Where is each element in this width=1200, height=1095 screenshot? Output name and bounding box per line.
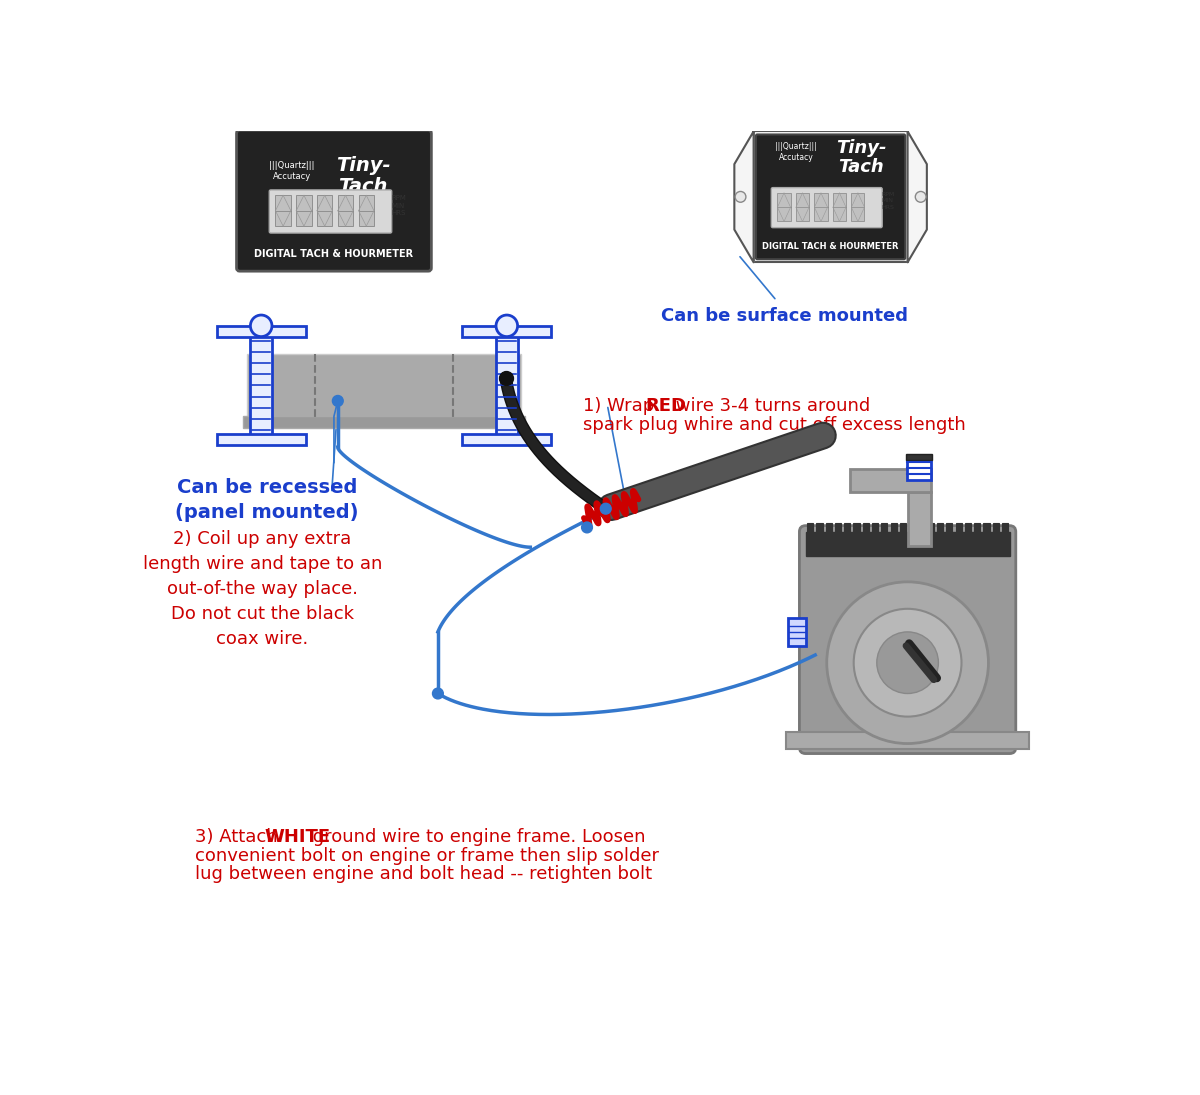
Polygon shape xyxy=(734,131,754,263)
Bar xyxy=(796,193,809,221)
Text: convenient bolt on engine or frame then slip solder: convenient bolt on engine or frame then … xyxy=(196,846,659,865)
Bar xyxy=(251,334,272,438)
FancyBboxPatch shape xyxy=(269,189,391,233)
Circle shape xyxy=(432,688,443,699)
Text: Tiny-
Tach: Tiny- Tach xyxy=(336,157,390,196)
Circle shape xyxy=(827,581,989,744)
Bar xyxy=(850,469,931,492)
Bar xyxy=(863,522,869,532)
Bar xyxy=(805,532,1009,556)
Bar xyxy=(907,459,931,481)
Circle shape xyxy=(496,315,517,336)
Text: DIGITAL TACH & HOURMETER: DIGITAL TACH & HOURMETER xyxy=(254,250,414,260)
Bar xyxy=(816,522,822,532)
FancyBboxPatch shape xyxy=(236,130,431,272)
Bar xyxy=(833,193,846,221)
FancyBboxPatch shape xyxy=(772,187,882,228)
Text: lug between engine and bolt head -- retighten bolt: lug between engine and bolt head -- reti… xyxy=(196,865,653,884)
Bar xyxy=(992,522,998,532)
Bar xyxy=(826,522,832,532)
Text: Tiny-
Tach: Tiny- Tach xyxy=(836,139,887,176)
Text: Can be recessed
(panel mounted): Can be recessed (panel mounted) xyxy=(175,477,359,522)
Bar xyxy=(937,522,943,532)
Bar xyxy=(955,522,961,532)
Text: DIGITAL TACH & HOURMETER: DIGITAL TACH & HOURMETER xyxy=(762,242,899,252)
Bar xyxy=(853,522,859,532)
Text: WHITE: WHITE xyxy=(265,828,331,846)
Text: spark plug whire and cut off excess length: spark plug whire and cut off excess leng… xyxy=(583,415,966,434)
Bar xyxy=(815,193,828,221)
Circle shape xyxy=(251,315,272,336)
Bar xyxy=(835,522,841,532)
Bar xyxy=(974,522,980,532)
Text: RPM
MIN
HRS: RPM MIN HRS xyxy=(882,193,895,209)
Bar xyxy=(928,522,934,532)
Bar xyxy=(338,195,353,226)
Text: 2) Coil up any extra
length wire and tape to an
out-of-the way place.
Do not cut: 2) Coil up any extra length wire and tap… xyxy=(143,530,382,648)
Text: |||Quartz|||
Accutacy: |||Quartz||| Accutacy xyxy=(269,161,314,181)
Bar xyxy=(947,522,953,532)
Text: ground wire to engine frame. Loosen: ground wire to engine frame. Loosen xyxy=(307,828,646,846)
FancyBboxPatch shape xyxy=(799,526,1015,753)
Bar xyxy=(216,435,306,446)
Bar xyxy=(244,415,524,428)
Bar xyxy=(462,435,552,446)
Text: |||Quartz|||
Accutacy: |||Quartz||| Accutacy xyxy=(775,142,817,162)
Bar xyxy=(462,326,552,336)
Circle shape xyxy=(332,395,343,406)
Circle shape xyxy=(736,192,746,203)
Bar xyxy=(910,522,916,532)
Circle shape xyxy=(853,609,961,716)
Text: wire 3-4 turns around: wire 3-4 turns around xyxy=(671,397,871,415)
Bar xyxy=(786,731,1028,749)
Bar xyxy=(845,522,851,532)
Bar xyxy=(247,354,521,417)
Bar xyxy=(965,522,971,532)
Polygon shape xyxy=(907,131,926,263)
Bar xyxy=(906,454,932,460)
Bar xyxy=(778,193,791,221)
Bar xyxy=(359,195,374,226)
Text: RED: RED xyxy=(646,397,686,415)
FancyBboxPatch shape xyxy=(756,135,905,260)
Bar xyxy=(918,522,924,532)
Bar xyxy=(983,522,990,532)
Bar xyxy=(496,334,517,438)
Bar xyxy=(276,195,290,226)
Bar xyxy=(317,195,332,226)
Circle shape xyxy=(877,632,938,693)
Bar xyxy=(881,522,888,532)
Circle shape xyxy=(600,504,611,514)
Bar xyxy=(900,522,906,532)
Bar xyxy=(808,522,814,532)
Bar xyxy=(754,131,907,263)
Text: 1) Wrap: 1) Wrap xyxy=(583,397,660,415)
Bar xyxy=(1002,522,1008,532)
Text: RPM
MIN
HRS: RPM MIN HRS xyxy=(391,195,406,217)
Text: Can be surface mounted: Can be surface mounted xyxy=(661,307,908,325)
Bar xyxy=(216,326,306,336)
Bar xyxy=(890,522,896,532)
Text: 3) Attach: 3) Attach xyxy=(196,828,283,846)
Bar xyxy=(296,195,312,226)
Circle shape xyxy=(916,192,926,203)
Bar xyxy=(907,492,931,545)
Bar xyxy=(872,522,878,532)
Bar xyxy=(851,193,864,221)
Circle shape xyxy=(582,522,593,533)
Bar xyxy=(788,618,806,646)
